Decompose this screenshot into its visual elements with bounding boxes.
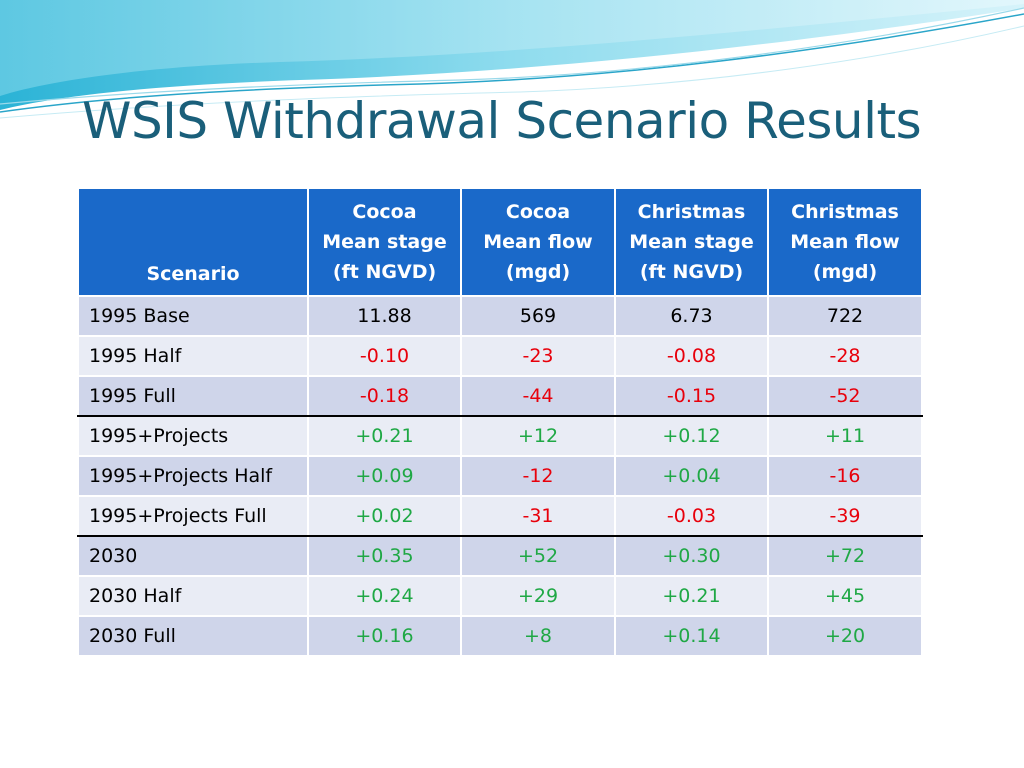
header-line: Cocoa <box>352 201 417 223</box>
table-row: 1995+Projects +0.21 +12 +0.12 +11 <box>77 415 923 457</box>
header-cocoa-flow: Cocoa Mean flow (mgd) <box>460 187 616 297</box>
value-cell: -52 <box>767 375 923 417</box>
value-cell: +0.04 <box>614 455 769 497</box>
value-cell: +29 <box>460 575 616 617</box>
value-cell: -0.10 <box>307 335 462 377</box>
value-cell: +45 <box>767 575 923 617</box>
value-cell: +0.14 <box>614 615 769 657</box>
value-cell: -0.08 <box>614 335 769 377</box>
value-cell: 11.88 <box>307 295 462 337</box>
value-cell: +72 <box>767 535 923 577</box>
value-cell: -28 <box>767 335 923 377</box>
header-line: Mean flow <box>790 231 900 253</box>
header-line: (ft NGVD) <box>332 261 437 283</box>
value-cell: +0.21 <box>307 415 462 457</box>
value-cell: +12 <box>460 415 616 457</box>
value-cell: +11 <box>767 415 923 457</box>
header-line: (mgd) <box>812 261 878 283</box>
scenario-cell: 1995+Projects <box>77 415 309 457</box>
value-cell: +0.30 <box>614 535 769 577</box>
table-row: 1995+Projects Half +0.09 -12 +0.04 -16 <box>77 455 923 497</box>
header-row: Scenario Cocoa Mean stage (ft NGVD) Coco… <box>77 187 923 297</box>
header-line: Mean flow <box>483 231 593 253</box>
scenario-cell: 1995 Full <box>77 375 309 417</box>
header-christmas-flow: Christmas Mean flow (mgd) <box>767 187 923 297</box>
value-cell: +0.09 <box>307 455 462 497</box>
header-christmas-stage: Christmas Mean stage (ft NGVD) <box>614 187 769 297</box>
table-row: 2030 Full +0.16 +8 +0.14 +20 <box>77 615 923 657</box>
value-cell: -0.18 <box>307 375 462 417</box>
value-cell: -16 <box>767 455 923 497</box>
header-line: Christmas <box>637 201 746 223</box>
wave-decoration <box>0 0 1024 119</box>
value-cell: +0.16 <box>307 615 462 657</box>
value-cell: +8 <box>460 615 616 657</box>
value-cell: -44 <box>460 375 616 417</box>
value-cell: -0.15 <box>614 375 769 417</box>
header-line: Cocoa <box>505 201 571 223</box>
value-cell: +0.35 <box>307 535 462 577</box>
value-cell: -23 <box>460 335 616 377</box>
value-cell: -39 <box>767 495 923 537</box>
scenario-cell: 2030 Half <box>77 575 309 617</box>
value-cell: -12 <box>460 455 616 497</box>
value-cell: -0.03 <box>614 495 769 537</box>
scenario-cell: 1995 Base <box>77 295 309 337</box>
header-line: (mgd) <box>505 261 571 283</box>
value-cell: 6.73 <box>614 295 769 337</box>
value-cell: +0.02 <box>307 495 462 537</box>
header-line: Mean stage <box>629 231 754 253</box>
table-row: 1995 Half -0.10 -23 -0.08 -28 <box>77 335 923 377</box>
header-scenario: Scenario <box>77 187 309 297</box>
value-cell: 569 <box>460 295 616 337</box>
scenario-cell: 2030 <box>77 535 309 577</box>
scenario-cell: 1995+Projects Half <box>77 455 309 497</box>
table-row: 1995+Projects Full +0.02 -31 -0.03 -39 <box>77 495 923 537</box>
value-cell: +20 <box>767 615 923 657</box>
value-cell: +0.24 <box>307 575 462 617</box>
header-cocoa-stage: Cocoa Mean stage (ft NGVD) <box>307 187 462 297</box>
page-title: WSIS Withdrawal Scenario Results <box>82 92 922 150</box>
value-cell: +0.12 <box>614 415 769 457</box>
value-cell: 722 <box>767 295 923 337</box>
scenario-cell: 1995 Half <box>77 335 309 377</box>
table-row: 2030 Half +0.24 +29 +0.21 +45 <box>77 575 923 617</box>
value-cell: -31 <box>460 495 616 537</box>
header-line: (ft NGVD) <box>639 261 744 283</box>
table-row: 1995 Full -0.18 -44 -0.15 -52 <box>77 375 923 417</box>
table-row: 2030 +0.35 +52 +0.30 +72 <box>77 535 923 577</box>
header-line: Christmas <box>791 201 899 223</box>
scenario-cell: 1995+Projects Full <box>77 495 309 537</box>
results-table: Scenario Cocoa Mean stage (ft NGVD) Coco… <box>77 187 923 657</box>
value-cell: +0.21 <box>614 575 769 617</box>
table-row: 1995 Base 11.88 569 6.73 722 <box>77 295 923 337</box>
header-line: Mean stage <box>322 231 447 253</box>
scenario-cell: 2030 Full <box>77 615 309 657</box>
value-cell: +52 <box>460 535 616 577</box>
